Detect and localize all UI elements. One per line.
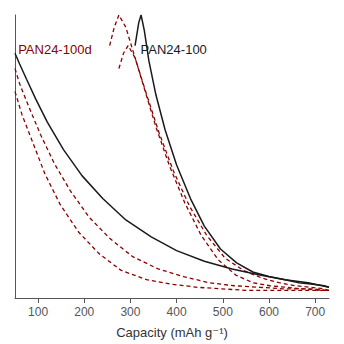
svg-text:200: 200 (74, 305, 94, 319)
svg-text:Capacity (mAh g⁻¹): Capacity (mAh g⁻¹) (116, 325, 228, 340)
svg-text:PAN24-100d: PAN24-100d (18, 42, 91, 57)
svg-text:500: 500 (213, 305, 233, 319)
svg-text:PAN24-100: PAN24-100 (141, 42, 207, 57)
svg-text:700: 700 (305, 305, 325, 319)
svg-text:400: 400 (167, 305, 187, 319)
svg-text:100: 100 (28, 305, 48, 319)
svg-text:600: 600 (259, 305, 279, 319)
svg-text:300: 300 (120, 305, 140, 319)
